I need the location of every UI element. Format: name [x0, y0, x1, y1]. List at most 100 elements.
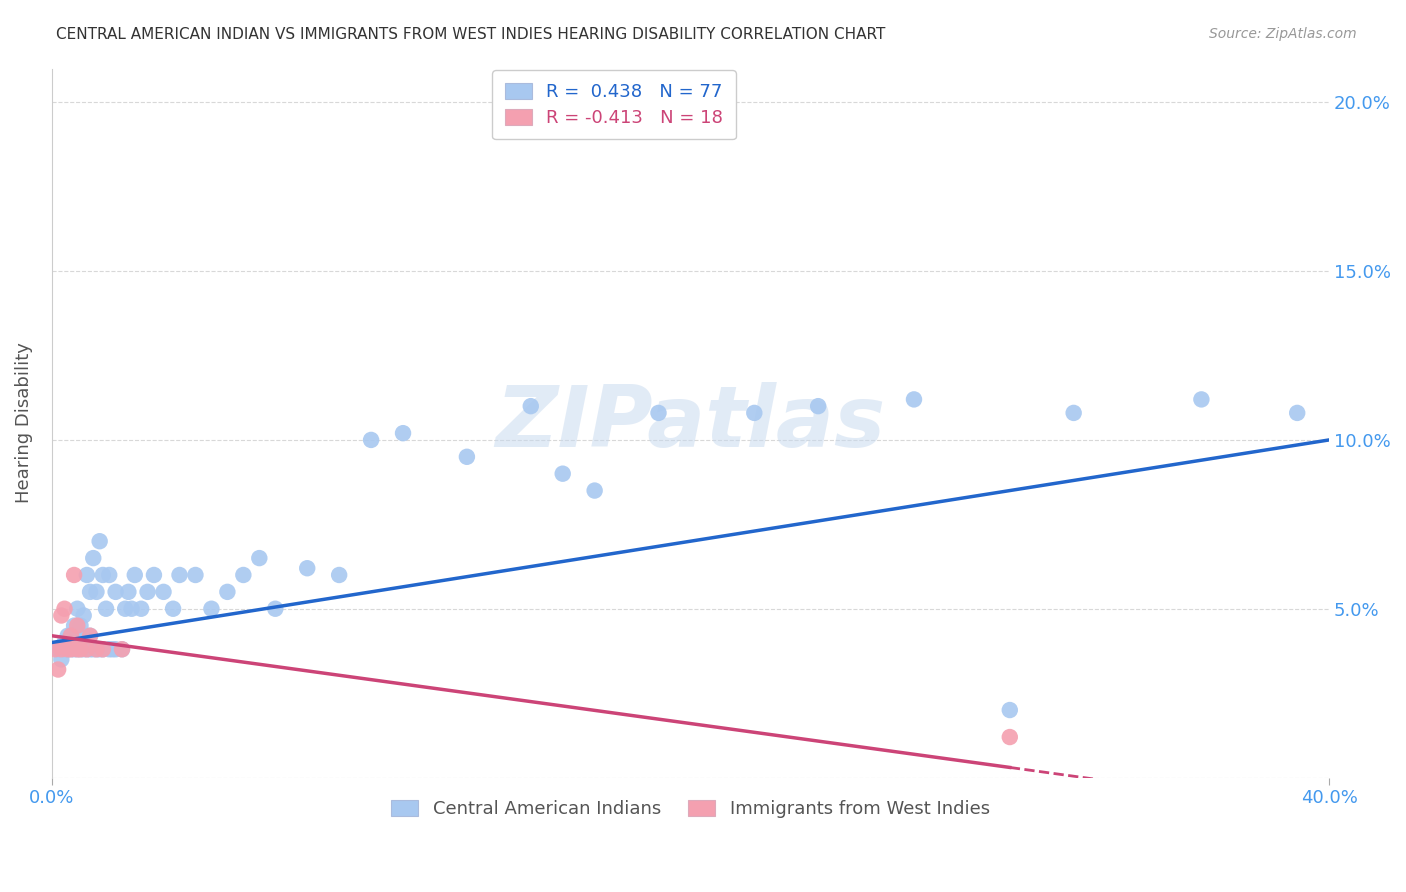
Point [98, 642, 121, 657]
Point [66, 601, 89, 615]
Point [328, 568, 350, 582]
Point [66, 629, 89, 643]
Point [51, 642, 73, 657]
Point [53, 601, 76, 615]
Point [94, 601, 117, 615]
Point [76, 642, 98, 657]
Point [360, 433, 382, 447]
Point [1286, 406, 1309, 420]
Point [56, 629, 79, 643]
Point [184, 568, 207, 582]
Y-axis label: Hearing Disability: Hearing Disability [15, 343, 32, 503]
Point [79, 642, 101, 657]
Point [91, 642, 114, 657]
Point [79, 629, 101, 643]
Point [1063, 406, 1085, 420]
Point [63, 568, 86, 582]
Point [91, 642, 114, 657]
Point [89, 534, 111, 549]
Point [46, 663, 69, 677]
Point [79, 629, 101, 643]
Point [551, 467, 574, 481]
Point [69, 642, 91, 657]
Point [51, 652, 73, 666]
Point [86, 642, 108, 657]
Point [44, 642, 66, 657]
Point [101, 642, 124, 657]
Point [807, 399, 830, 413]
Point [98, 568, 121, 582]
Point [162, 601, 184, 615]
Point [217, 585, 239, 599]
Legend: Central American Indians, Immigrants from West Indies: Central American Indians, Immigrants fro… [384, 793, 997, 825]
Point [903, 392, 925, 407]
Text: CENTRAL AMERICAN INDIAN VS IMMIGRANTS FROM WEST INDIES HEARING DISABILITY CORREL: CENTRAL AMERICAN INDIAN VS IMMIGRANTS FR… [56, 27, 886, 42]
Point [998, 730, 1021, 744]
Point [56, 642, 79, 657]
Point [647, 406, 669, 420]
Point [73, 642, 96, 657]
Point [73, 629, 96, 643]
Point [66, 618, 89, 632]
Point [53, 635, 76, 649]
Point [53, 642, 76, 657]
Point [69, 642, 91, 657]
Point [59, 642, 82, 657]
Point [63, 629, 86, 643]
Point [91, 568, 114, 582]
Point [169, 568, 191, 582]
Point [79, 585, 101, 599]
Point [66, 642, 89, 657]
Point [297, 561, 319, 575]
Text: Source: ZipAtlas.com: Source: ZipAtlas.com [1209, 27, 1357, 41]
Point [69, 618, 91, 632]
Point [73, 608, 96, 623]
Point [59, 635, 82, 649]
Point [59, 629, 82, 643]
Point [76, 568, 98, 582]
Point [264, 601, 287, 615]
Point [82, 551, 104, 566]
Point [520, 399, 543, 413]
Point [82, 642, 104, 657]
Point [63, 642, 86, 657]
Point [117, 585, 139, 599]
Point [583, 483, 606, 498]
Point [63, 635, 86, 649]
Point [392, 426, 415, 441]
Text: ZIPatlas: ZIPatlas [495, 382, 886, 465]
Point [104, 585, 127, 599]
Point [59, 642, 82, 657]
Point [73, 635, 96, 649]
Point [136, 585, 159, 599]
Point [456, 450, 478, 464]
Point [59, 629, 82, 643]
Point [124, 568, 146, 582]
Point [63, 618, 86, 632]
Point [121, 601, 143, 615]
Point [742, 406, 765, 420]
Point [152, 585, 174, 599]
Point [56, 635, 79, 649]
Point [76, 642, 98, 657]
Point [200, 601, 222, 615]
Point [89, 642, 111, 657]
Point [998, 703, 1021, 717]
Point [247, 551, 270, 566]
Point [56, 642, 79, 657]
Point [66, 635, 89, 649]
Point [86, 585, 108, 599]
Point [111, 642, 134, 657]
Point [86, 642, 108, 657]
Point [232, 568, 254, 582]
Point [69, 635, 91, 649]
Point [46, 642, 69, 657]
Point [51, 608, 73, 623]
Point [114, 601, 136, 615]
Point [142, 568, 165, 582]
Point [66, 642, 89, 657]
Point [129, 601, 152, 615]
Point [104, 642, 127, 657]
Point [1189, 392, 1212, 407]
Point [111, 642, 134, 657]
